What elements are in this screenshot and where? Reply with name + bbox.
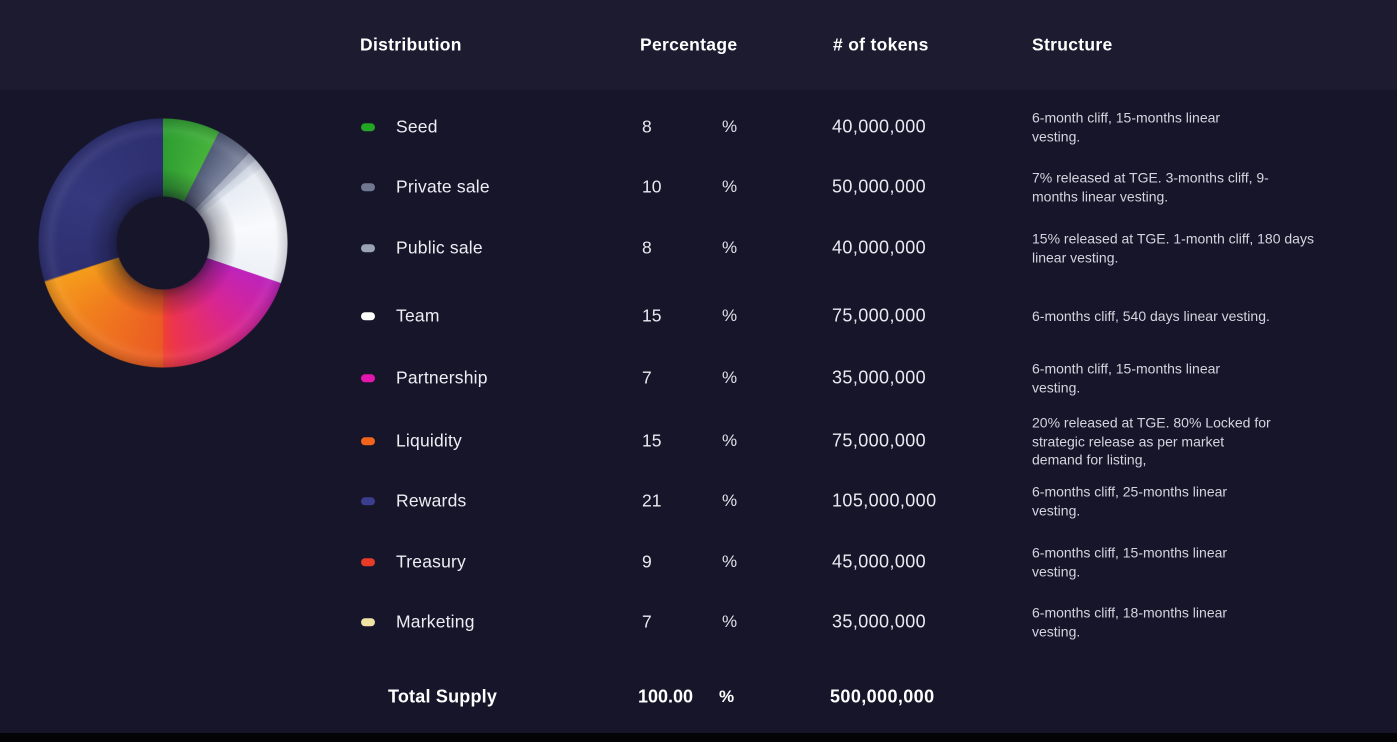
row-label: Rewards <box>396 490 467 511</box>
table-row-team: Team 15 % 75,000,000 6-months cliff, 540… <box>0 288 1397 344</box>
donut-chart <box>38 118 288 368</box>
row-structure: 15% released at TGE. 1-month cliff, 180 … <box>1032 230 1314 266</box>
percent-sign: % <box>722 552 738 571</box>
row-structure: 6-month cliff, 15-months linear vesting. <box>1032 109 1221 145</box>
row-structure: 6-months cliff, 540 days linear vesting. <box>1032 307 1270 324</box>
row-percentage: 15 <box>642 305 662 326</box>
legend-dot <box>361 312 375 320</box>
row-tokens: 50,000,000 <box>832 176 927 197</box>
legend-dot <box>361 618 375 626</box>
table-header: Distribution Percentage # of tokens Stru… <box>0 0 1397 90</box>
legend-dot <box>361 374 375 382</box>
table-row-partnership: Partnership 7 % 35,000,000 6-month cliff… <box>0 350 1397 406</box>
legend-dot <box>361 558 375 566</box>
donut-shade <box>38 118 288 368</box>
total-percentage: 100.00 <box>638 686 694 707</box>
table-row-public-sale: Public sale 8 % 40,000,000 15% released … <box>0 220 1397 276</box>
row-tokens: 75,000,000 <box>832 430 927 451</box>
row-tokens: 75,000,000 <box>832 305 927 326</box>
row-tokens: 35,000,000 <box>832 367 927 388</box>
row-percentage: 7 <box>642 611 652 632</box>
row-percentage: 10 <box>642 176 662 197</box>
percent-sign: % <box>722 306 738 325</box>
row-label: Marketing <box>396 611 475 632</box>
row-tokens: 35,000,000 <box>832 611 927 632</box>
row-tokens: 40,000,000 <box>832 116 927 137</box>
bottom-bar <box>0 733 1397 742</box>
header-distribution: Distribution <box>360 34 462 55</box>
table-row-total: Total Supply 100.00 % 500,000,000 <box>0 669 1397 725</box>
row-tokens: 45,000,000 <box>832 551 927 572</box>
row-label: Liquidity <box>396 430 463 451</box>
row-percentage: 7 <box>642 367 652 388</box>
row-tokens: 40,000,000 <box>832 237 927 258</box>
row-label: Private sale <box>396 176 490 197</box>
total-tokens: 500,000,000 <box>830 686 935 707</box>
row-label: Treasury <box>396 551 466 572</box>
percent-sign: % <box>719 687 735 706</box>
row-structure: 7% released at TGE. 3-months cliff, 9- m… <box>1032 169 1269 205</box>
table-row-seed: Seed 8 % 40,000,000 6-month cliff, 15-mo… <box>0 99 1397 155</box>
row-label: Public sale <box>396 237 483 258</box>
percent-sign: % <box>722 612 738 631</box>
legend-dot <box>361 183 375 191</box>
total-label: Total Supply <box>388 686 498 707</box>
row-structure: 6-months cliff, 15-months linear vesting… <box>1032 544 1228 580</box>
percent-sign: % <box>722 177 738 196</box>
row-tokens: 105,000,000 <box>832 490 937 511</box>
row-structure: 6-month cliff, 15-months linear vesting. <box>1032 360 1221 396</box>
header-structure: Structure <box>1032 34 1113 55</box>
percent-sign: % <box>722 117 738 136</box>
table-row-marketing: Marketing 7 % 35,000,000 6-months cliff,… <box>0 594 1397 650</box>
row-label: Team <box>396 305 440 326</box>
legend-dot <box>361 497 375 505</box>
row-percentage: 8 <box>642 116 652 137</box>
table-row-treasury: Treasury 9 % 45,000,000 6-months cliff, … <box>0 534 1397 590</box>
table-row-private-sale: Private sale 10 % 50,000,000 7% released… <box>0 159 1397 215</box>
header-tokens: # of tokens <box>833 34 929 55</box>
header-percentage: Percentage <box>640 34 738 55</box>
row-percentage: 21 <box>642 490 662 511</box>
percent-sign: % <box>722 238 738 257</box>
legend-dot <box>361 244 375 252</box>
row-percentage: 9 <box>642 551 652 572</box>
percent-sign: % <box>722 491 738 510</box>
legend-dot <box>361 123 375 131</box>
table-row-liquidity: Liquidity 15 % 75,000,000 20% released a… <box>0 413 1397 469</box>
row-label: Seed <box>396 116 438 137</box>
row-label: Partnership <box>396 367 488 388</box>
table-row-rewards: Rewards 21 % 105,000,000 6-months cliff,… <box>0 473 1397 529</box>
percent-sign: % <box>722 368 738 387</box>
row-structure: 20% released at TGE. 80% Locked for stra… <box>1032 414 1271 468</box>
legend-dot <box>361 437 375 445</box>
row-percentage: 8 <box>642 237 652 258</box>
percent-sign: % <box>722 431 738 450</box>
row-structure: 6-months cliff, 18-months linear vesting… <box>1032 604 1228 640</box>
row-percentage: 15 <box>642 430 662 451</box>
row-structure: 6-months cliff, 25-months linear vesting… <box>1032 483 1228 519</box>
